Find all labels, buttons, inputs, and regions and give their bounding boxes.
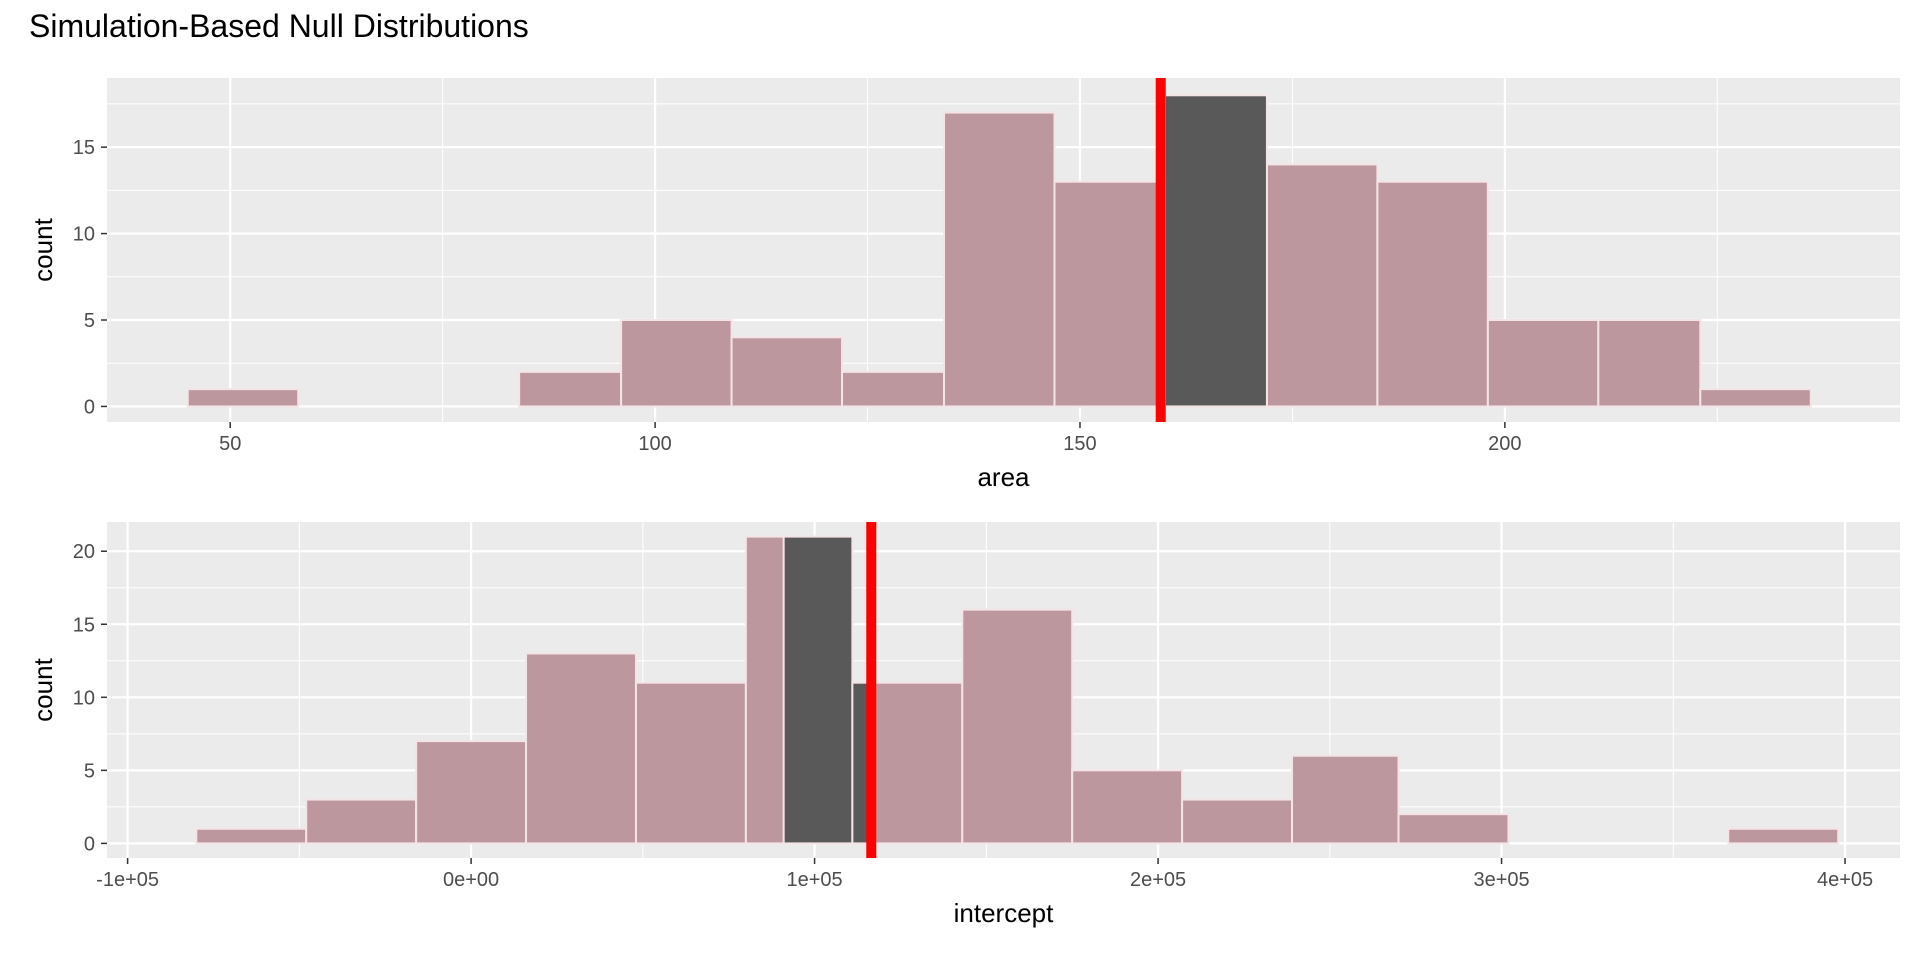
area-histogram-bar: [518, 370, 623, 408]
area-y-tick-label: 10: [73, 224, 95, 246]
area-panel: 50 100 150 200 0 5 10 15 area count: [28, 78, 1900, 492]
intercept-histogram-bar: [415, 740, 528, 845]
intercept-panel: -1e+05 0e+00 1e+05 2e+05 3e+05 4e+05 0 5 10 15 20 i…: [28, 522, 1900, 928]
area-y-tick-label: 5: [84, 310, 95, 332]
intercept-histogram-bar: [1071, 769, 1184, 845]
area-histogram-bar: [620, 319, 733, 408]
intercept-histogram-bar: [525, 652, 637, 845]
chart-title: Simulation-Based Null Distributions: [29, 8, 529, 44]
area-x-tick-label: 200: [1488, 433, 1521, 455]
area-histogram-bar: [730, 336, 844, 408]
intercept-histogram-bar: [305, 798, 418, 845]
intercept-x-tick-label: 2e+05: [1130, 869, 1186, 891]
area-x-tick-label: 50: [219, 433, 241, 455]
intercept-histogram-bar: [1181, 798, 1294, 845]
area-x-tick-label: 100: [638, 433, 671, 455]
area-histogram-bar: [1053, 180, 1166, 408]
intercept-y-tick-label: 5: [84, 760, 95, 782]
intercept-x-axis-title: intercept: [954, 898, 1054, 928]
area-histogram-bar: [1699, 388, 1812, 408]
intercept-histogram-bar: [634, 681, 747, 845]
intercept-y-tick-label: 0: [84, 833, 95, 855]
area-histogram-bar: [943, 111, 1056, 408]
area-y-tick-label: 0: [84, 396, 95, 418]
area-histogram-bar: [1486, 319, 1600, 408]
area-shaded-bar: [1163, 94, 1268, 408]
intercept-y-tick-label: 15: [73, 614, 95, 636]
intercept-y-tick-label: 20: [73, 541, 95, 563]
area-histogram-bar: [186, 388, 300, 408]
intercept-histogram-bar: [961, 608, 1074, 845]
intercept-histogram-bar: [1291, 754, 1400, 845]
area-histogram-bar: [1265, 163, 1379, 408]
area-histogram-bar: [1376, 180, 1489, 408]
area-x-tick-label: 150: [1063, 433, 1096, 455]
area-histogram-bar: [1597, 319, 1702, 408]
intercept-histogram-bar: [1397, 813, 1510, 845]
intercept-x-tick-label: 3e+05: [1473, 869, 1529, 891]
intercept-y-axis-title: count: [28, 657, 58, 721]
area-x-axis-title: area: [977, 462, 1030, 492]
intercept-y-tick-label: 10: [73, 687, 95, 709]
intercept-histogram-bar: [1727, 827, 1840, 845]
area-y-tick-label: 15: [73, 137, 95, 159]
intercept-x-tick-label: 1e+05: [786, 869, 842, 891]
intercept-shaded-bar: [782, 535, 854, 845]
area-y-axis-title: count: [28, 217, 58, 281]
intercept-x-tick-label: -1e+05: [96, 869, 159, 891]
intercept-histogram-bar: [195, 827, 308, 845]
area-histogram-bar: [841, 370, 946, 408]
intercept-x-tick-label: 4e+05: [1817, 869, 1873, 891]
intercept-x-tick-label: 0e+00: [443, 869, 499, 891]
